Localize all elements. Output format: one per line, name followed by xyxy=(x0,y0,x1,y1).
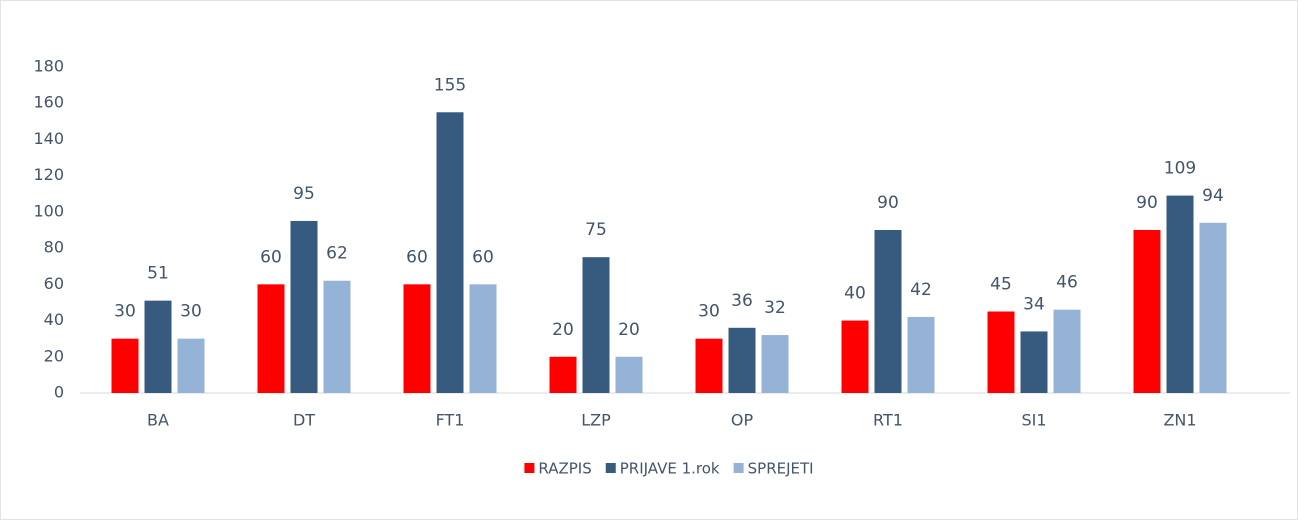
bar xyxy=(1020,331,1048,393)
data-label: 62 xyxy=(326,244,348,264)
bar xyxy=(874,230,902,393)
data-label: 109 xyxy=(1164,159,1196,179)
data-label: 36 xyxy=(731,291,753,311)
bar xyxy=(907,316,935,393)
x-tick-label: RT1 xyxy=(873,411,903,430)
data-label: 94 xyxy=(1202,186,1224,206)
data-label: 90 xyxy=(877,193,899,213)
data-label: 45 xyxy=(990,275,1012,295)
legend-label: PRIJAVE 1.rok xyxy=(620,460,720,478)
bar xyxy=(290,220,318,393)
bar xyxy=(111,338,139,393)
data-label: 75 xyxy=(585,220,607,240)
data-label: 30 xyxy=(180,302,202,322)
data-label: 95 xyxy=(293,184,315,204)
bar xyxy=(1133,230,1161,393)
y-tick-label: 0 xyxy=(54,383,64,402)
data-label: 42 xyxy=(910,280,932,300)
y-tick-label: 160 xyxy=(33,93,64,112)
legend-label: SPREJETI xyxy=(748,460,814,478)
data-label: 155 xyxy=(434,75,466,95)
legend-label: RAZPIS xyxy=(538,460,591,478)
data-label: 30 xyxy=(698,302,720,322)
data-label: 40 xyxy=(844,284,866,304)
bar xyxy=(1199,222,1227,393)
y-tick-label: 40 xyxy=(44,310,64,329)
bar xyxy=(144,300,172,393)
y-tick-label: 180 xyxy=(33,57,64,76)
data-label: 51 xyxy=(147,264,169,284)
x-tick-label: BA xyxy=(147,411,169,430)
bar xyxy=(728,327,756,393)
bar xyxy=(582,257,610,393)
data-label: 20 xyxy=(618,320,640,340)
y-tick-label: 140 xyxy=(33,129,64,148)
x-tick-label: DT xyxy=(293,411,315,430)
y-tick-label: 80 xyxy=(44,238,64,257)
data-label: 34 xyxy=(1023,294,1045,314)
bar xyxy=(257,284,285,393)
bar xyxy=(695,338,723,393)
bar xyxy=(1053,309,1081,393)
x-tick-label: SI1 xyxy=(1021,411,1046,430)
legend-swatch xyxy=(524,463,535,473)
data-label: 46 xyxy=(1056,273,1078,293)
bar xyxy=(841,320,869,393)
bar xyxy=(615,356,643,393)
data-label: 30 xyxy=(114,302,136,322)
bar xyxy=(987,311,1015,393)
bar xyxy=(323,280,351,393)
bar xyxy=(761,335,789,393)
data-label: 60 xyxy=(472,247,494,267)
legend-swatch xyxy=(605,463,616,473)
data-label: 20 xyxy=(552,320,574,340)
y-tick-label: 60 xyxy=(44,274,64,293)
x-tick-label: LZP xyxy=(581,411,611,430)
x-tick-label: ZN1 xyxy=(1163,411,1196,430)
legend-swatch xyxy=(733,463,744,473)
bar xyxy=(177,338,205,393)
y-tick-label: 120 xyxy=(33,165,64,184)
y-tick-label: 100 xyxy=(33,201,64,220)
x-tick-label: OP xyxy=(731,411,754,430)
bar xyxy=(469,284,497,393)
data-label: 90 xyxy=(1136,193,1158,213)
y-tick-label: 20 xyxy=(44,346,64,365)
data-label: 32 xyxy=(764,298,786,318)
x-tick-label: FT1 xyxy=(436,411,465,430)
data-label: 60 xyxy=(406,247,428,267)
bar xyxy=(436,112,464,394)
bar xyxy=(403,284,431,393)
bar xyxy=(549,356,577,393)
data-label: 60 xyxy=(260,247,282,267)
bar xyxy=(1166,195,1194,393)
